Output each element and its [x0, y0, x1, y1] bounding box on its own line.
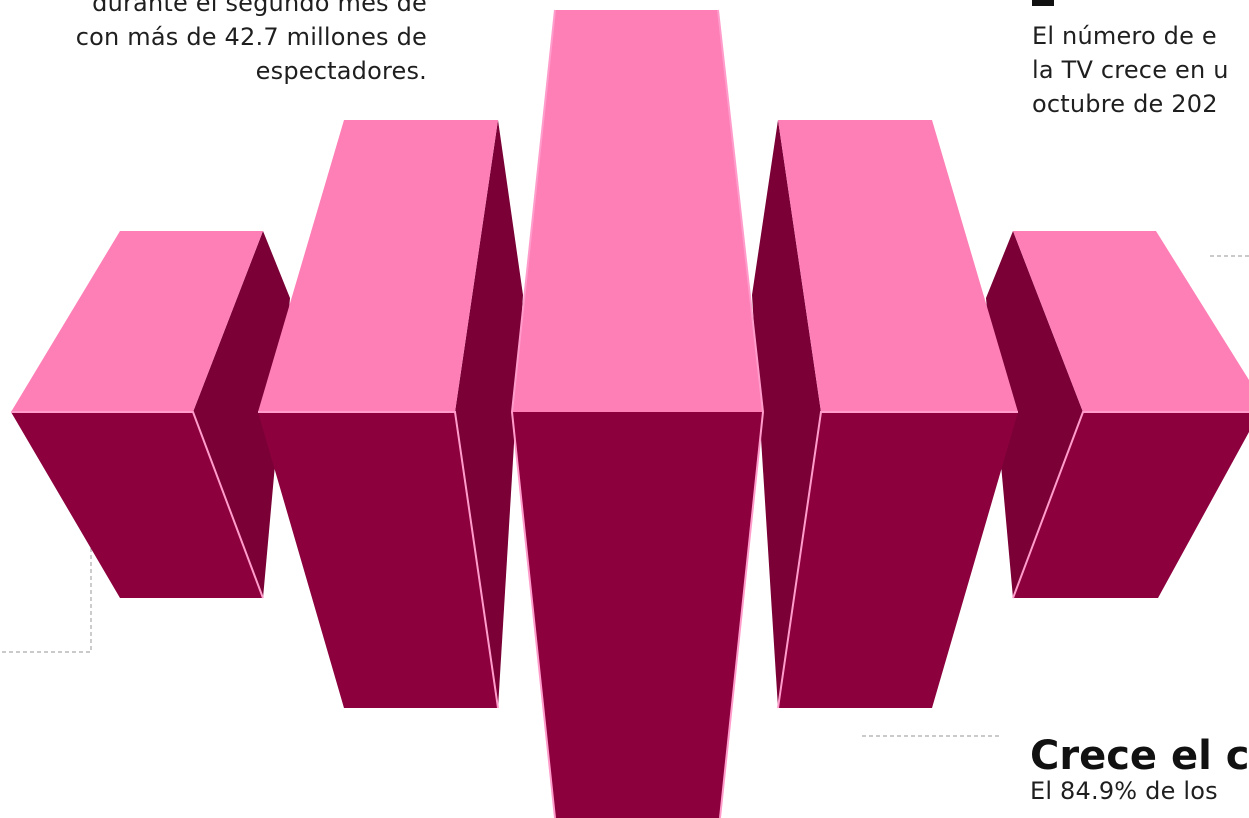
- block-4: [752, 120, 1018, 709]
- right-top-description: El número de e la TV crece en u octubre …: [1032, 19, 1249, 121]
- left-description-line-1: durante el segundo mes de: [92, 0, 427, 17]
- block-5-edge: [1012, 411, 1249, 599]
- block-4-top: [778, 120, 1018, 412]
- block-2-top: [258, 120, 498, 412]
- block-1: [11, 231, 290, 599]
- block-1-edge: [11, 411, 264, 599]
- block-5-side: [986, 231, 1083, 598]
- block-4-edge: [777, 411, 1018, 709]
- block-3-edge-left: [510, 9, 556, 818]
- block-3-edge-right: [717, 9, 765, 818]
- leader-lines: [0, 255, 1249, 737]
- block-1-front: [11, 412, 263, 598]
- section-heading: Crece el c: [1030, 733, 1249, 779]
- left-description-line-3: espectadores.: [255, 57, 427, 85]
- block-4-side: [752, 120, 821, 708]
- block-5: [986, 231, 1249, 599]
- block-4-front: [778, 412, 1018, 708]
- left-description: durante el segundo mes de con más de 42.…: [76, 0, 427, 88]
- leader-line-left: [0, 502, 200, 653]
- right-top-description-line-1: El número de e: [1032, 22, 1217, 50]
- right-top-description-line-2: la TV crece en u: [1032, 56, 1229, 84]
- block-1-side: [193, 231, 290, 598]
- block-5-top: [1013, 231, 1249, 412]
- right-top-description-line-3: octubre de 202: [1032, 90, 1218, 118]
- cropped-heading-fragment: [1032, 0, 1054, 6]
- block-2-front: [258, 412, 498, 708]
- block-5-front: [1013, 412, 1249, 598]
- block-3: [510, 9, 765, 818]
- right-bottom-description: El 84.9% de los: [1030, 777, 1218, 805]
- block-2: [258, 120, 523, 709]
- block-3-top: [512, 10, 763, 412]
- block-2-side: [455, 120, 523, 708]
- block-1-top: [11, 231, 263, 412]
- block-2-edge: [258, 411, 499, 709]
- block-3-front: [512, 412, 763, 818]
- left-description-line-2: con más de 42.7 millones de: [75, 23, 427, 51]
